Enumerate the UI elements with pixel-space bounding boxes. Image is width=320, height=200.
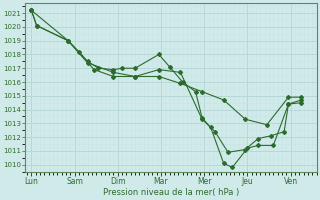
- X-axis label: Pression niveau de la mer( hPa ): Pression niveau de la mer( hPa ): [103, 188, 239, 197]
